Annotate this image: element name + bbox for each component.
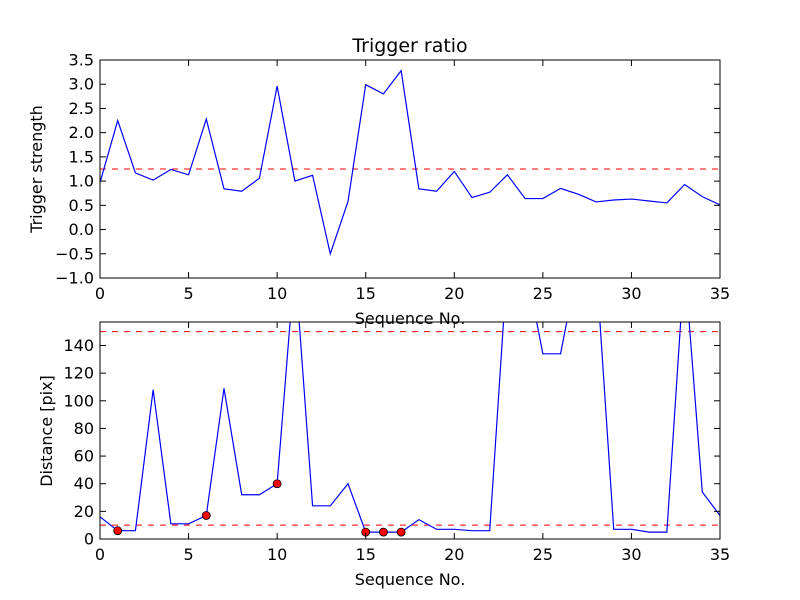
bottom-chart: 0 5 10 15 20 25 30 35 0 20 40 60 80 100 120 140 Sequenc…: [37, 321, 730, 589]
bottom-x-tick-label: 20: [444, 545, 464, 564]
bottom-x-tick-label: 0: [95, 545, 105, 564]
bottom-y-tick-label: 140: [63, 336, 94, 355]
top-y-tick-label: 3.5: [69, 51, 94, 70]
top-x-tick-label: 15: [356, 284, 376, 303]
bottom-highlight-point: [201, 511, 211, 520]
top-y-tick-label: 1.5: [69, 147, 94, 166]
top-series-line: [100, 69, 720, 256]
bottom-highlight-point: [396, 527, 406, 537]
top-y-tick-label: 2.5: [69, 99, 94, 118]
top-x-tick-label: 0: [95, 284, 105, 303]
bottom-highlight-point: [113, 526, 123, 536]
top-x-tick-label: 5: [183, 284, 193, 303]
bottom-y-tick-label: 20: [74, 502, 94, 521]
top-x-tick-label: 25: [533, 284, 553, 303]
top-x-tick-label: 20: [444, 284, 464, 303]
bottom-y-tick-label: 100: [63, 391, 94, 410]
top-chart-title: Trigger ratio: [351, 35, 467, 57]
top-x-tick-label: 10: [267, 284, 287, 303]
bottom-y-tick-label: 120: [63, 364, 94, 383]
top-y-tick-label: 0.5: [69, 196, 94, 215]
bottom-y-tick-label: 80: [74, 419, 94, 438]
bottom-x-tick-label: 15: [356, 545, 376, 564]
top-y-tick-label: −0.5: [55, 244, 94, 263]
top-y-tick-label: −1.0: [55, 269, 94, 288]
bottom-x-axis-label: Sequence No.: [355, 570, 466, 589]
top-x-tick-label: 35: [710, 284, 730, 303]
bottom-y-tick-label: 40: [74, 474, 94, 493]
bottom-y-tick-label: 0: [84, 530, 94, 549]
top-y-axis-label: Trigger strength: [27, 105, 46, 234]
top-y-tick-label: 0.0: [69, 220, 94, 239]
bottom-plot-frame: [99, 321, 721, 540]
bottom-x-tick-label: 35: [710, 545, 730, 564]
bottom-highlight-point: [272, 479, 282, 489]
top-x-axis-label: Sequence No.: [355, 309, 466, 328]
top-x-tick-label: 30: [621, 284, 641, 303]
top-y-tick-label: 3.0: [69, 75, 94, 94]
bottom-x-tick-label: 25: [533, 545, 553, 564]
top-y-tick-label: 2.0: [69, 123, 94, 142]
bottom-x-tick-label: 10: [267, 545, 287, 564]
bottom-y-axis-label: Distance [pix]: [37, 375, 56, 487]
top-plot-frame: [99, 59, 721, 279]
bottom-x-tick-label: 5: [183, 545, 193, 564]
bottom-x-tick-label: 30: [621, 545, 641, 564]
top-chart: Trigger ratio 0 5 10 15 20 25 30 35 −1.0 −0.5 0.0 0…: [27, 35, 730, 328]
bottom-highlight-point: [379, 527, 388, 537]
bottom-y-tick-label: 60: [74, 447, 94, 466]
top-y-tick-label: 1.0: [69, 172, 94, 191]
